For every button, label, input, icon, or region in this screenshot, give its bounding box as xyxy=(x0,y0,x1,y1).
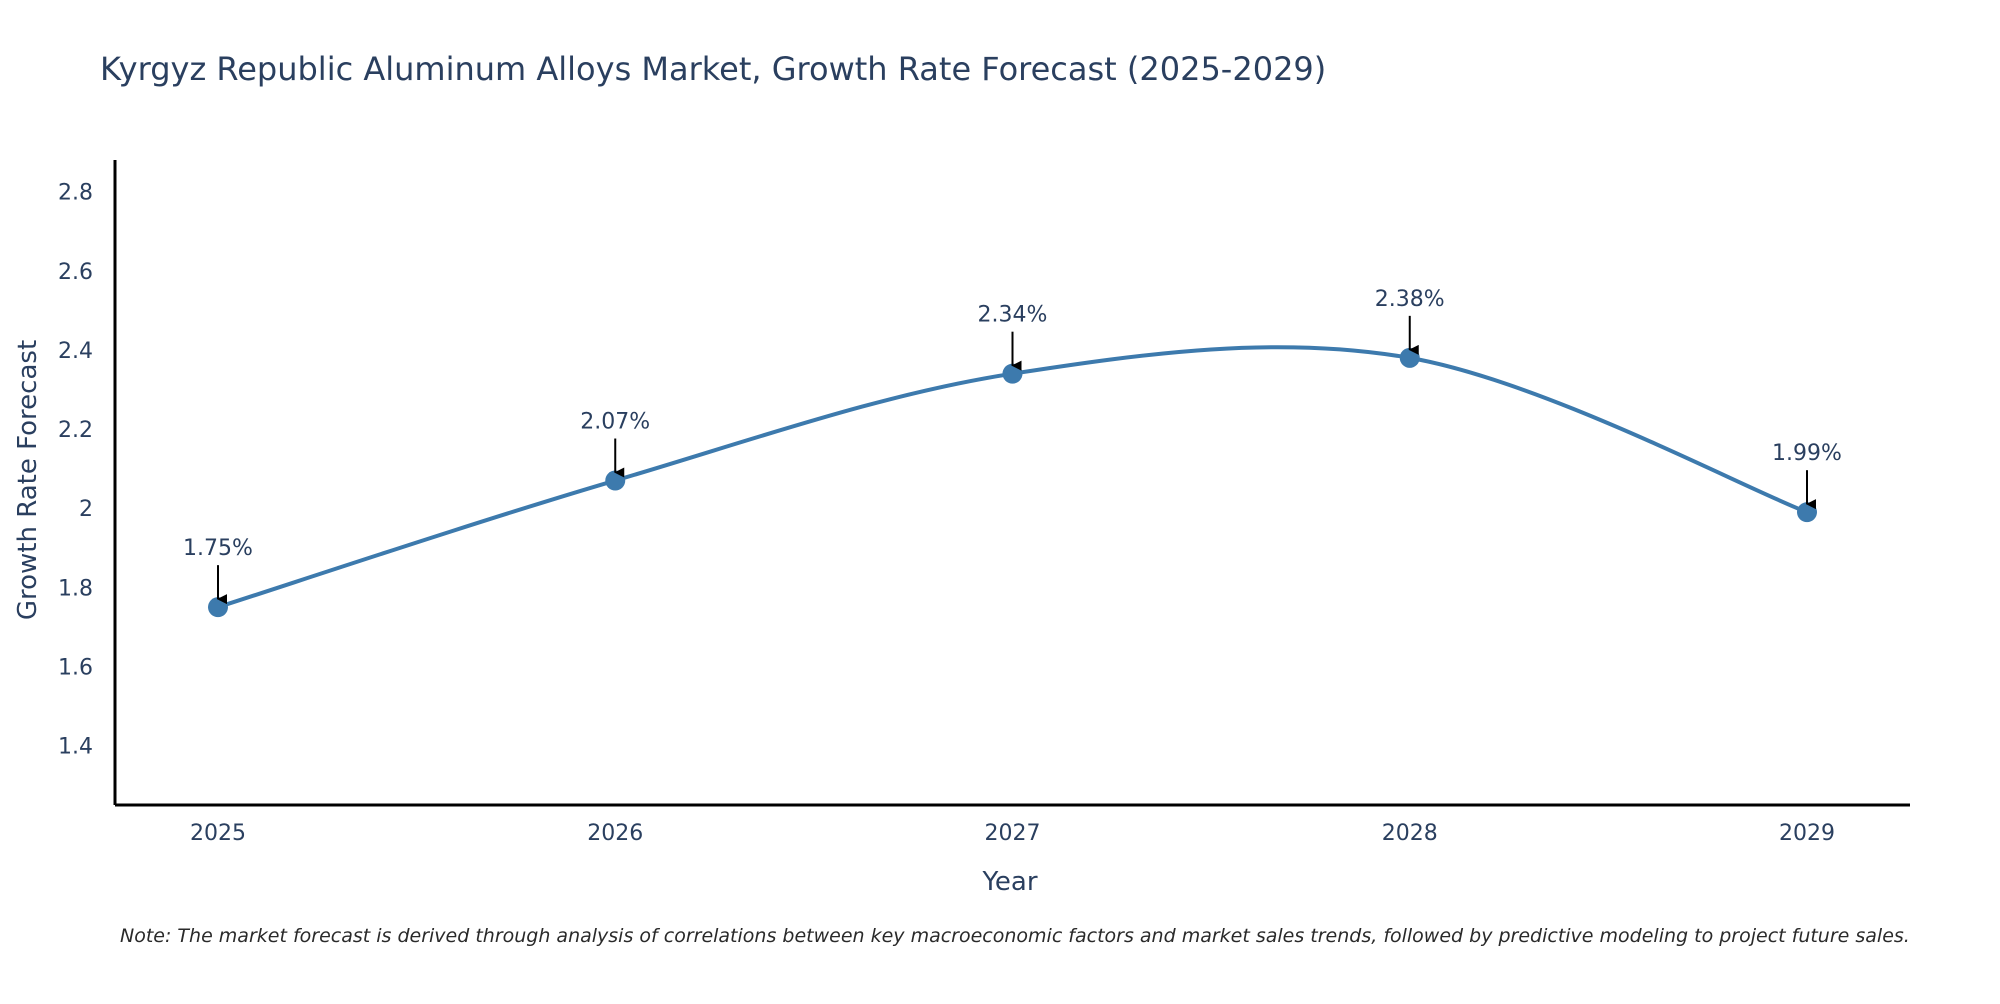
markers xyxy=(208,347,1817,618)
x-tick-label: 2027 xyxy=(985,821,1041,846)
y-tick-label: 1.6 xyxy=(58,656,93,681)
x-tick-label: 2028 xyxy=(1382,821,1438,846)
data-point[interactable] xyxy=(1399,347,1420,368)
x-axis-title: Year xyxy=(981,867,1037,897)
y-tick-label: 2.4 xyxy=(58,339,93,364)
data-point[interactable] xyxy=(1002,363,1023,384)
data-label: 1.75% xyxy=(183,536,253,561)
y-tick-label: 2.6 xyxy=(58,260,93,285)
tick-labels: 1.4 1.6 1.8 2 2.2 2.4 2.6 2.8 2025 2026 2027 2028 20… xyxy=(58,181,1835,846)
y-tick-label: 1.8 xyxy=(58,576,93,601)
y-axis-title: Growth Rate Forecast xyxy=(13,340,43,620)
x-tick-label: 2026 xyxy=(587,821,643,846)
chart-title: Kyrgyz Republic Aluminum Alloys Market, … xyxy=(100,50,1326,88)
data-label: 2.34% xyxy=(978,303,1048,328)
axes xyxy=(113,160,1910,807)
series xyxy=(217,345,1808,610)
data-label: 2.07% xyxy=(580,410,650,435)
annotations: 1.75% 2.07% 2.34% 2.38% 1.99% xyxy=(183,287,1842,605)
x-tick-label: 2025 xyxy=(190,821,246,846)
data-point[interactable] xyxy=(1797,502,1817,523)
y-tick-label: 2.8 xyxy=(58,181,93,206)
data-label: 2.38% xyxy=(1375,287,1445,312)
y-tick-label: 2.2 xyxy=(58,418,93,443)
data-label: 1.99% xyxy=(1772,441,1842,466)
data-point[interactable] xyxy=(208,597,228,618)
y-tick-label: 2 xyxy=(79,497,93,522)
series-line xyxy=(217,345,1808,610)
y-tick-label: 1.4 xyxy=(58,735,93,760)
data-point[interactable] xyxy=(605,470,626,491)
chart-note: Note: The market forecast is derived thr… xyxy=(120,925,1910,947)
x-tick-label: 2029 xyxy=(1779,821,1835,846)
